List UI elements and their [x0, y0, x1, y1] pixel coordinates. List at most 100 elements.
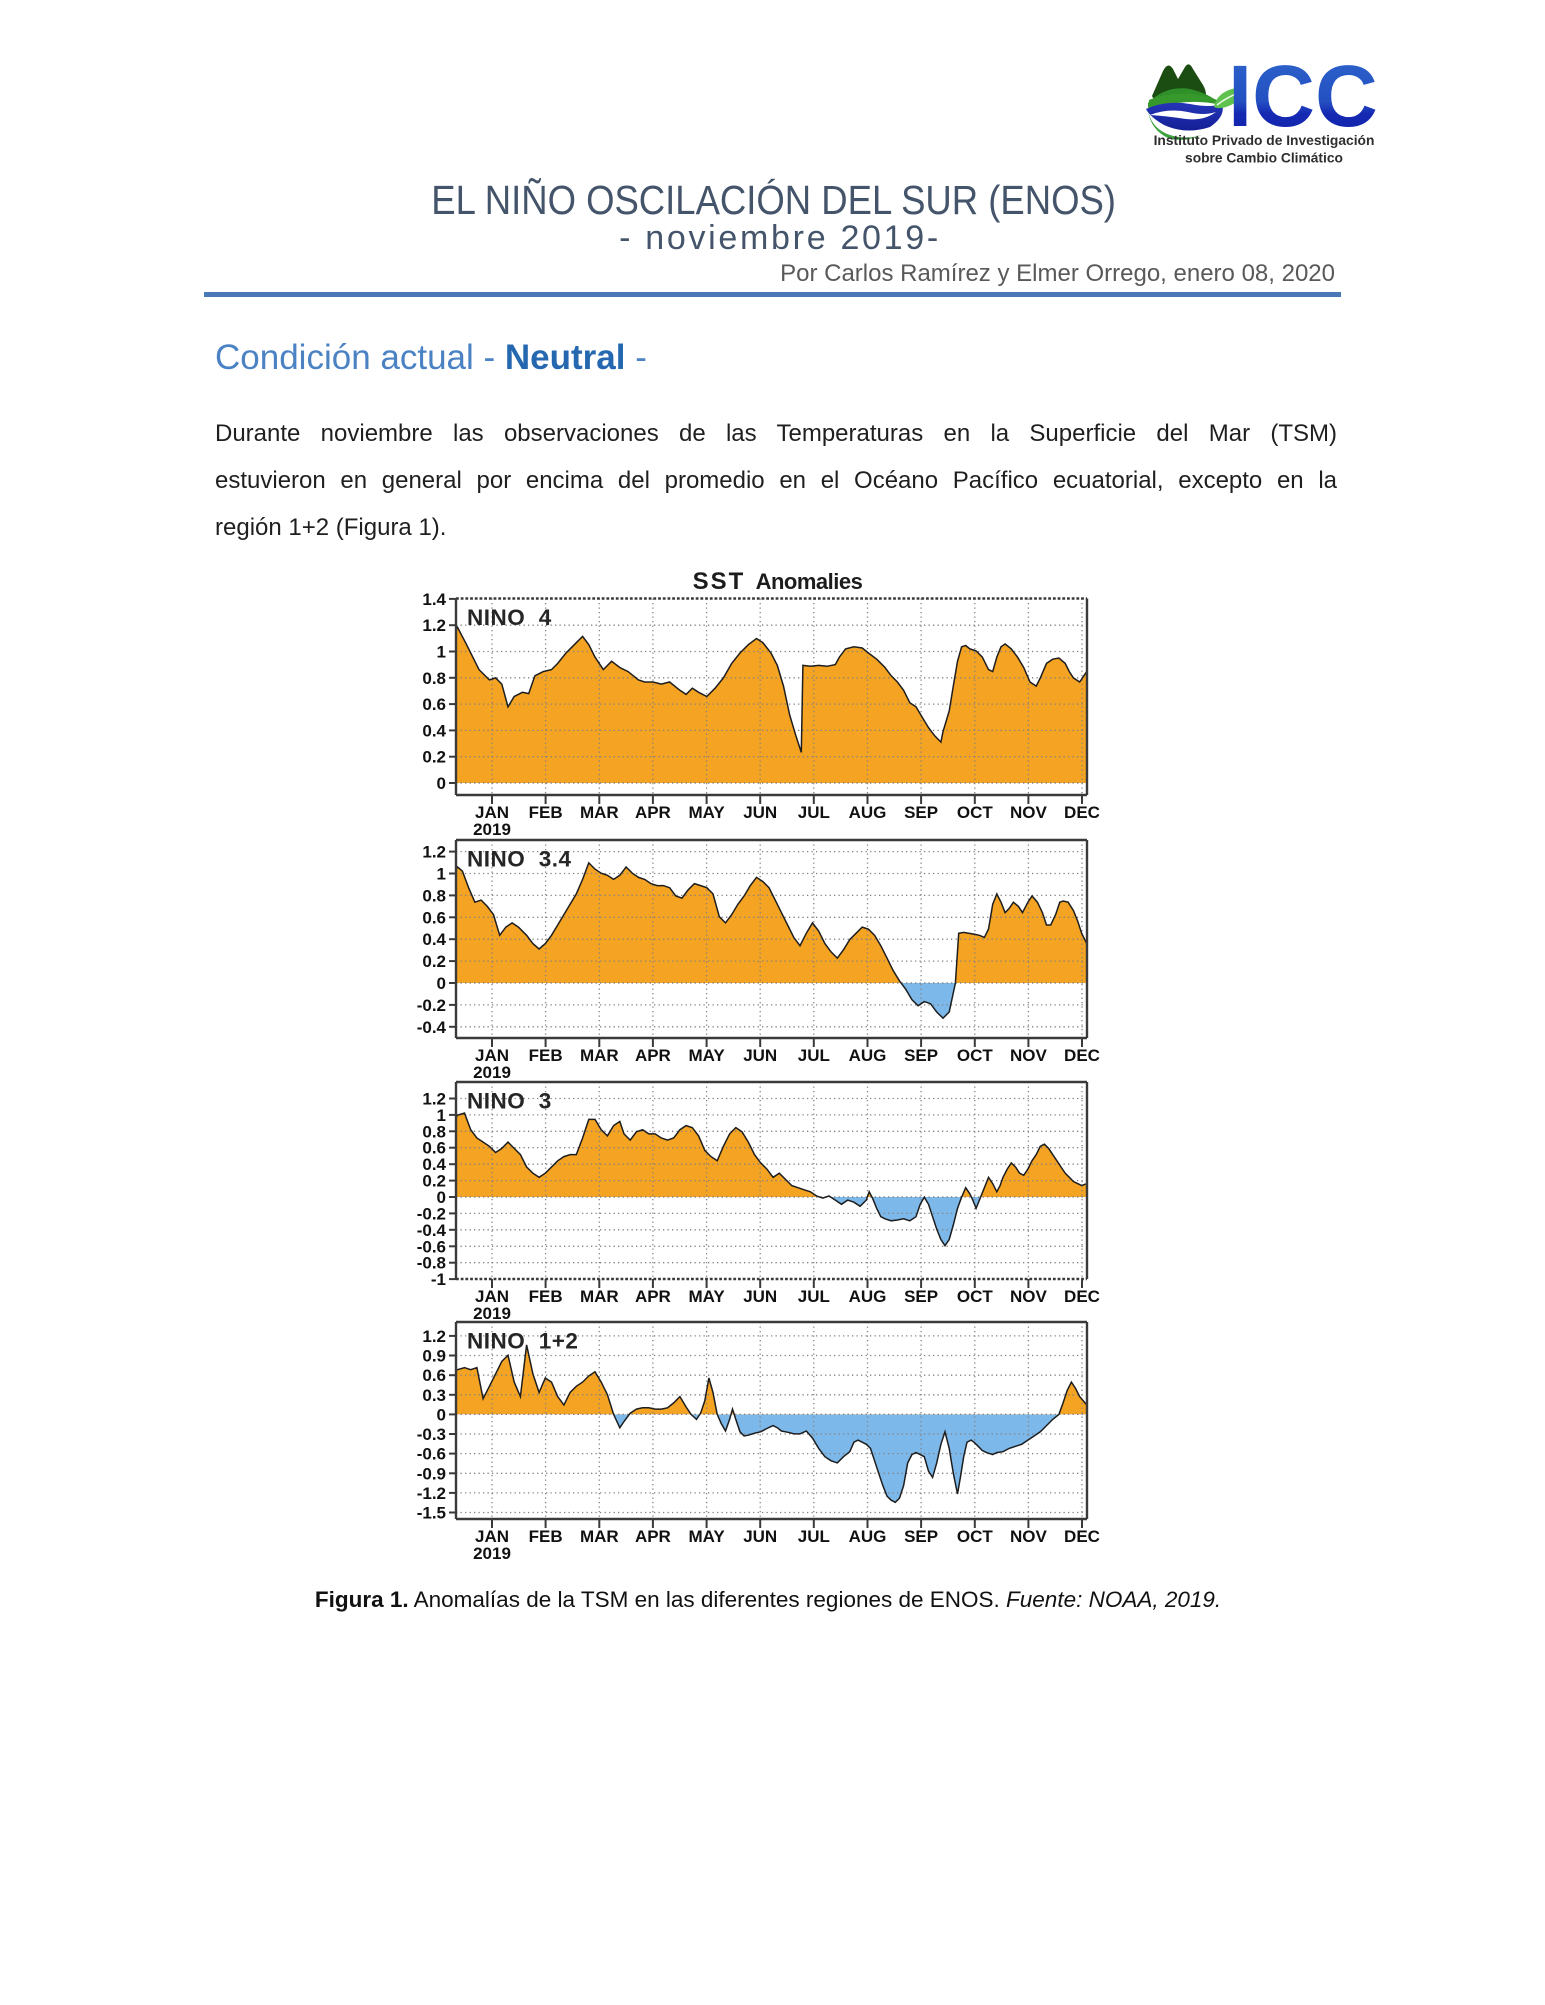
svg-text:APR: APR: [635, 1527, 671, 1546]
svg-text:sobre Cambio Climático: sobre Cambio Climático: [1185, 151, 1343, 166]
svg-text:2019: 2019: [473, 1063, 511, 1082]
svg-text:FEB: FEB: [529, 1287, 563, 1306]
svg-text:NOV: NOV: [1010, 803, 1048, 822]
svg-text:DEC: DEC: [1064, 1287, 1100, 1306]
svg-text:MAR: MAR: [580, 1046, 619, 1065]
svg-text:0.4: 0.4: [422, 1155, 446, 1174]
svg-text:-0.2: -0.2: [417, 996, 446, 1015]
svg-text:APR: APR: [635, 1046, 671, 1065]
svg-text:1.2: 1.2: [422, 1327, 446, 1346]
svg-text:SEP: SEP: [904, 1046, 938, 1065]
svg-text:MAR: MAR: [580, 1527, 619, 1546]
svg-text:1.2: 1.2: [422, 616, 446, 635]
svg-text:AUG: AUG: [849, 1287, 887, 1306]
svg-text:NOV: NOV: [1010, 1287, 1048, 1306]
svg-text:2019: 2019: [473, 1544, 511, 1563]
svg-text:1.2: 1.2: [422, 1090, 446, 1109]
svg-text:2019: 2019: [473, 1304, 511, 1323]
svg-text:MAY: MAY: [688, 1287, 725, 1306]
svg-text:NINO 3.4: NINO 3.4: [467, 847, 572, 872]
svg-text:DEC: DEC: [1064, 803, 1100, 822]
svg-text:APR: APR: [635, 803, 671, 822]
svg-text:-0.6: -0.6: [417, 1237, 446, 1256]
svg-text:0.6: 0.6: [422, 908, 446, 927]
svg-text:-0.9: -0.9: [417, 1464, 446, 1483]
svg-text:FEB: FEB: [529, 803, 563, 822]
svg-text:0.3: 0.3: [422, 1386, 446, 1405]
svg-text:1.2: 1.2: [422, 843, 446, 862]
svg-text:OCT: OCT: [957, 1287, 994, 1306]
svg-text:APR: APR: [635, 1287, 671, 1306]
svg-text:MAY: MAY: [688, 803, 725, 822]
svg-text:0: 0: [437, 974, 446, 993]
svg-text:NOV: NOV: [1010, 1046, 1048, 1065]
svg-text:1: 1: [437, 1106, 446, 1125]
svg-text:-1.5: -1.5: [417, 1504, 446, 1523]
svg-text:0.6: 0.6: [422, 1366, 446, 1385]
svg-text:JUL: JUL: [798, 1287, 830, 1306]
svg-text:-0.8: -0.8: [417, 1254, 446, 1273]
svg-text:OCT: OCT: [957, 1527, 994, 1546]
svg-text:JUL: JUL: [798, 1046, 830, 1065]
svg-text:0: 0: [437, 774, 446, 793]
svg-text:1: 1: [437, 643, 446, 662]
svg-text:0.2: 0.2: [422, 952, 446, 971]
svg-text:-0.6: -0.6: [417, 1445, 446, 1464]
svg-text:JAN: JAN: [475, 1046, 509, 1065]
svg-text:JUN: JUN: [743, 803, 777, 822]
svg-text:ICC: ICC: [1228, 50, 1378, 145]
svg-text:AUG: AUG: [849, 1527, 887, 1546]
svg-text:1.4: 1.4: [422, 590, 446, 609]
svg-text:-1.2: -1.2: [417, 1484, 446, 1503]
svg-text:AUG: AUG: [849, 803, 887, 822]
svg-text:-0.4: -0.4: [417, 1018, 447, 1037]
svg-text:-0.3: -0.3: [417, 1425, 446, 1444]
svg-text:MAR: MAR: [580, 1287, 619, 1306]
svg-text:SEP: SEP: [904, 803, 938, 822]
svg-text:FEB: FEB: [529, 1527, 563, 1546]
svg-text:MAY: MAY: [688, 1046, 725, 1065]
svg-text:2019: 2019: [473, 820, 511, 839]
svg-text:0.6: 0.6: [422, 1139, 446, 1158]
svg-text:JAN: JAN: [475, 1527, 509, 1546]
svg-text:0.2: 0.2: [422, 1172, 446, 1191]
svg-text:FEB: FEB: [529, 1046, 563, 1065]
svg-text:JAN: JAN: [475, 803, 509, 822]
svg-text:SEP: SEP: [904, 1527, 938, 1546]
svg-text:0.6: 0.6: [422, 695, 446, 714]
svg-text:0.8: 0.8: [422, 1122, 446, 1141]
svg-text:0: 0: [437, 1405, 446, 1424]
svg-text:MAY: MAY: [688, 1527, 725, 1546]
svg-text:0.9: 0.9: [422, 1347, 446, 1366]
svg-text:JUN: JUN: [743, 1527, 777, 1546]
svg-text:JUL: JUL: [798, 803, 830, 822]
svg-text:NOV: NOV: [1010, 1527, 1048, 1546]
svg-text:-1: -1: [431, 1270, 446, 1289]
svg-text:JUL: JUL: [798, 1527, 830, 1546]
svg-text:OCT: OCT: [957, 1046, 994, 1065]
svg-text:0.4: 0.4: [422, 930, 446, 949]
svg-text:MAR: MAR: [580, 803, 619, 822]
svg-text:JUN: JUN: [743, 1287, 777, 1306]
svg-text:DEC: DEC: [1064, 1527, 1100, 1546]
svg-text:AUG: AUG: [849, 1046, 887, 1065]
svg-text:-0.4: -0.4: [417, 1221, 447, 1240]
svg-text:1: 1: [437, 865, 446, 884]
svg-text:JAN: JAN: [475, 1287, 509, 1306]
svg-text:JUN: JUN: [743, 1046, 777, 1065]
svg-text:OCT: OCT: [957, 803, 994, 822]
svg-text:0.8: 0.8: [422, 669, 446, 688]
svg-text:0: 0: [437, 1188, 446, 1207]
svg-text:SST: SST: [693, 568, 746, 595]
svg-text:0.8: 0.8: [422, 886, 446, 905]
svg-text:NINO 1+2: NINO 1+2: [467, 1329, 578, 1354]
svg-text:Instituto Privado de Investiga: Instituto Privado de Investigación: [1154, 133, 1375, 148]
svg-text:0.2: 0.2: [422, 748, 446, 767]
svg-text:0.4: 0.4: [422, 721, 446, 740]
svg-text:NINO 3: NINO 3: [467, 1089, 552, 1114]
svg-text:SEP: SEP: [904, 1287, 938, 1306]
svg-text:DEC: DEC: [1064, 1046, 1100, 1065]
svg-text:Anomalies: Anomalies: [756, 569, 863, 594]
svg-text:-0.2: -0.2: [417, 1204, 446, 1223]
svg-text:NINO 4: NINO 4: [467, 605, 552, 630]
